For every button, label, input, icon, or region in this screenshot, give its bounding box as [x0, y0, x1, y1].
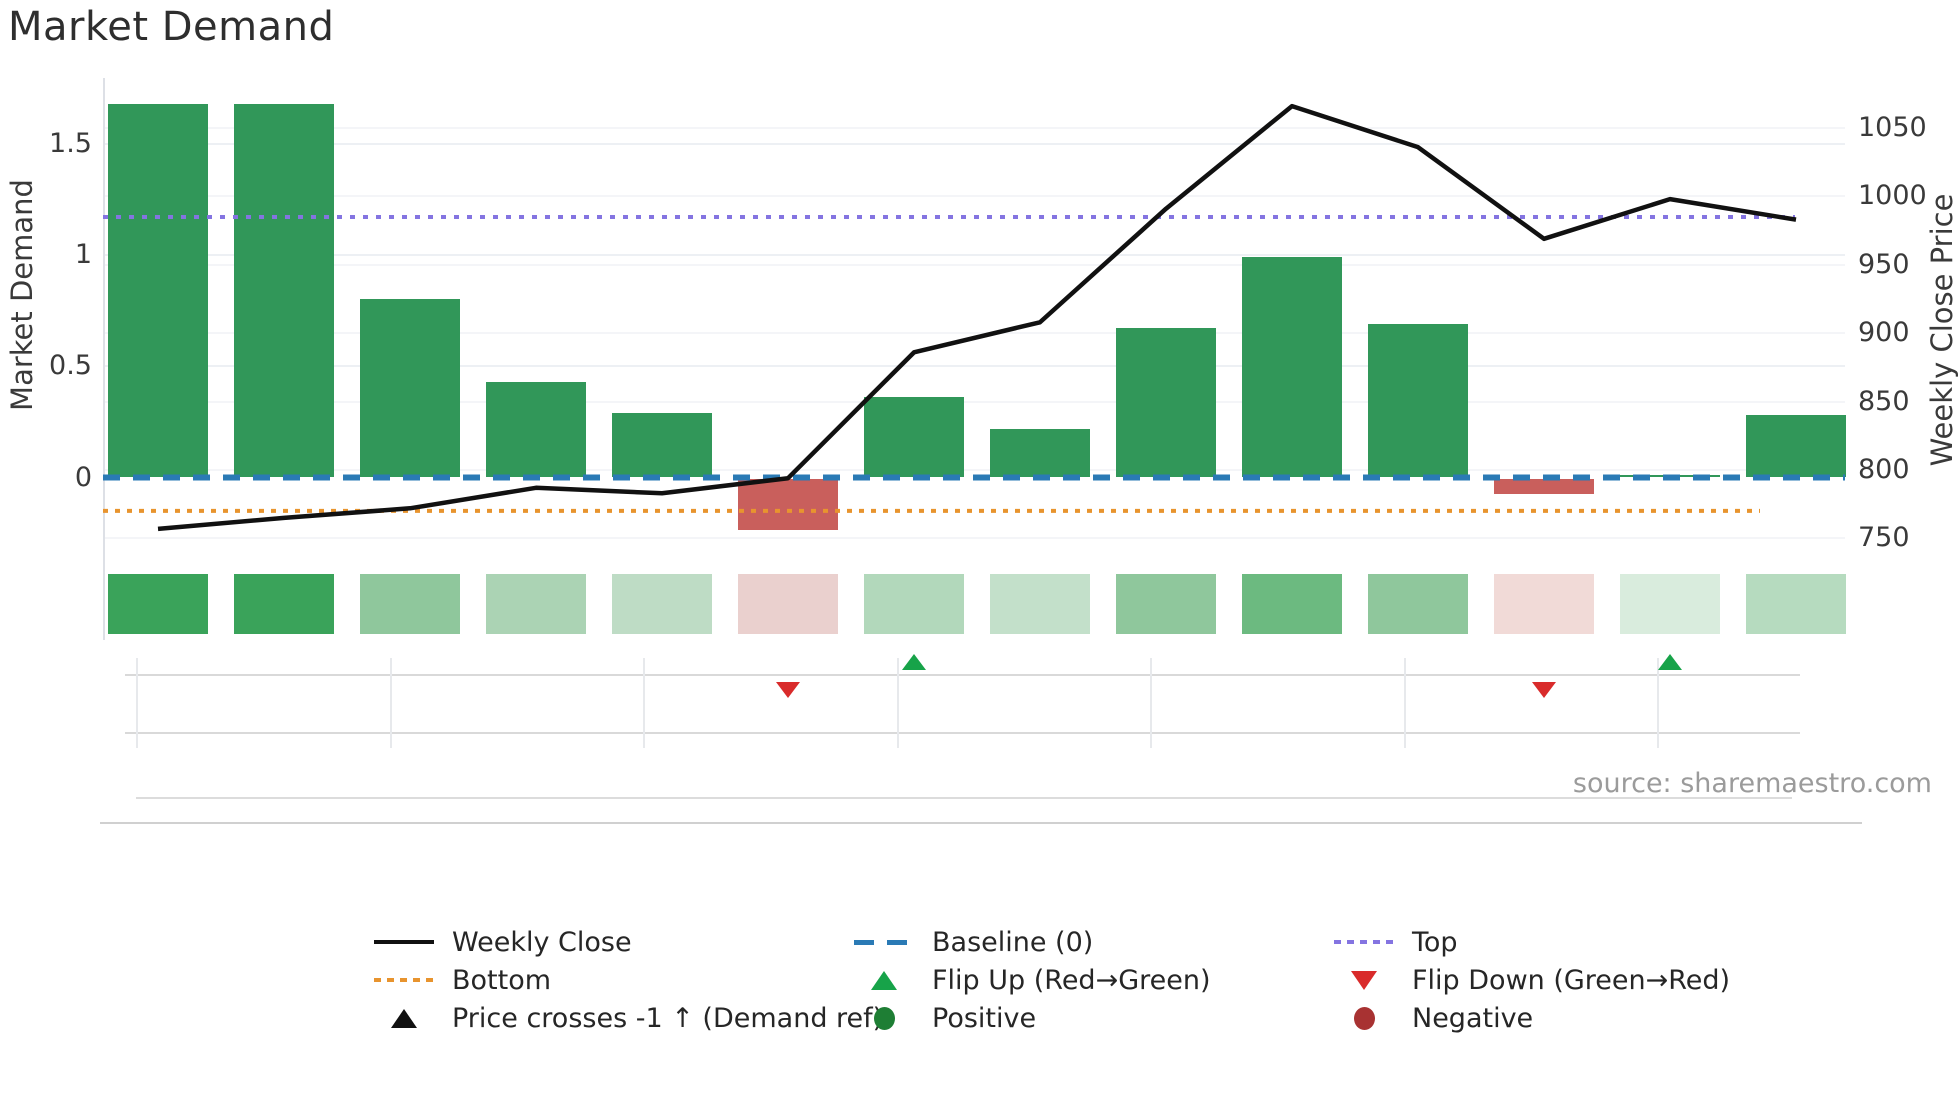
chart-lines-layer — [103, 103, 1845, 698]
legend-item: Weekly Close — [372, 926, 632, 958]
right-tick-label: 1050 — [1858, 112, 1927, 143]
demand-bar — [864, 397, 964, 478]
legend-label: Negative — [1412, 1002, 1534, 1034]
right-tick-label: 950 — [1858, 248, 1910, 280]
left-tick-label: 1 — [74, 238, 92, 270]
marker-col-gridline — [1657, 658, 1659, 748]
legend-item: Price crosses -1 ↑ (Demand ref) — [372, 1002, 883, 1034]
right-tick-label: 750 — [1858, 522, 1910, 554]
heatmap-cell — [1620, 574, 1720, 634]
marker-col-gridline — [643, 658, 645, 748]
demand-bar — [612, 412, 712, 478]
legend-label: Flip Down (Green→Red) — [1412, 964, 1731, 996]
demand-gridline — [103, 253, 1845, 256]
heatmap-cell — [108, 574, 208, 634]
left-tick-label: 0.5 — [49, 350, 92, 382]
left-tick-label: 1.5 — [49, 127, 92, 159]
legend-item: Top — [1332, 926, 1458, 958]
legend-label: Top — [1412, 926, 1458, 958]
legend-item: Baseline (0) — [852, 926, 1093, 958]
heatmap-cell — [1368, 574, 1468, 634]
flip-down-marker — [776, 682, 800, 698]
legend-item: Bottom — [372, 964, 551, 996]
legend-label: Baseline (0) — [932, 926, 1094, 958]
flip-up-marker — [902, 654, 926, 670]
legend-label: Positive — [932, 1002, 1037, 1034]
marker-row-gridline — [125, 732, 1800, 734]
left-spine — [103, 78, 105, 640]
price-gridline — [103, 263, 1845, 266]
demand-bar — [486, 381, 586, 478]
demand-bar — [738, 478, 838, 530]
price-gridline — [103, 469, 1845, 471]
price-gridline — [103, 400, 1845, 403]
marker-col-gridline — [1150, 658, 1152, 748]
heatmap-cell — [612, 574, 712, 634]
demand-gridline — [103, 142, 1845, 145]
heatmap-cell — [738, 574, 838, 634]
right-tick-label: 800 — [1858, 454, 1910, 485]
marker-row-gridline — [125, 674, 1800, 676]
demand-bar — [1368, 323, 1468, 478]
legend-item: Negative — [1332, 1002, 1533, 1034]
demand-bar — [1746, 415, 1846, 478]
legend-line-icon — [372, 940, 436, 944]
weekly-close-line — [157, 103, 1797, 532]
heatmap-cell — [1242, 574, 1342, 634]
legend-dotted-icon — [1332, 940, 1396, 944]
marker-col-gridline — [1403, 658, 1406, 748]
price-gridline — [103, 195, 1845, 198]
legend-dashed-icon — [852, 939, 916, 945]
demand-bar — [234, 103, 334, 478]
heatmap-cell — [864, 574, 964, 634]
price-gridline — [103, 127, 1845, 129]
legend-label: Weekly Close — [452, 926, 632, 958]
right-tick-label: 850 — [1858, 385, 1910, 417]
heatmap-cell — [486, 574, 586, 634]
demand-bar — [1494, 478, 1594, 495]
marker-col-gridline — [136, 658, 138, 748]
demand-bar — [990, 428, 1090, 478]
price-gridline — [103, 537, 1845, 540]
demand-bar — [1242, 257, 1342, 478]
legend-item: Flip Up (Red→Green) — [852, 964, 1211, 996]
flip-up-marker — [1658, 654, 1682, 670]
legend-tri-down-icon — [1332, 970, 1396, 990]
separator-rule — [136, 797, 1792, 799]
heatmap-cell — [234, 574, 334, 634]
legend-label: Price crosses -1 ↑ (Demand ref) — [452, 1002, 884, 1034]
demand-bar — [1116, 328, 1216, 478]
demand-bar — [360, 299, 460, 478]
demand-bar — [108, 103, 208, 478]
heatmap-cell — [990, 574, 1090, 634]
price-gridline — [103, 332, 1845, 335]
right-tick-label: 1000 — [1858, 180, 1927, 212]
legend-label: Flip Up (Red→Green) — [932, 964, 1211, 996]
heatmap-cell — [1116, 574, 1216, 634]
chart-title: Market Demand — [8, 4, 335, 50]
legend-item: Positive — [852, 1002, 1036, 1034]
marker-col-gridline — [896, 658, 899, 748]
legend-circle-icon — [852, 1006, 916, 1030]
heatmap-cell — [1746, 574, 1846, 634]
marker-col-gridline — [389, 658, 392, 748]
axis-bottom-rule — [100, 822, 1862, 824]
legend-dotted-icon — [372, 978, 436, 982]
left-tick-label: 0 — [74, 461, 92, 493]
legend-item: Flip Down (Green→Red) — [1332, 964, 1730, 996]
flip-down-marker — [1532, 682, 1556, 698]
heatmap-cell — [1494, 574, 1594, 634]
demand-gridline — [103, 365, 1845, 368]
legend-circle-icon — [1332, 1006, 1396, 1030]
legend-tri-up-icon — [852, 970, 916, 990]
legend-label: Bottom — [452, 964, 552, 996]
heatmap-cell — [360, 574, 460, 634]
right-tick-label: 900 — [1858, 317, 1910, 349]
source-credit: source: sharemaestro.com — [1572, 768, 1932, 799]
legend-tri-up-icon — [372, 1008, 436, 1028]
